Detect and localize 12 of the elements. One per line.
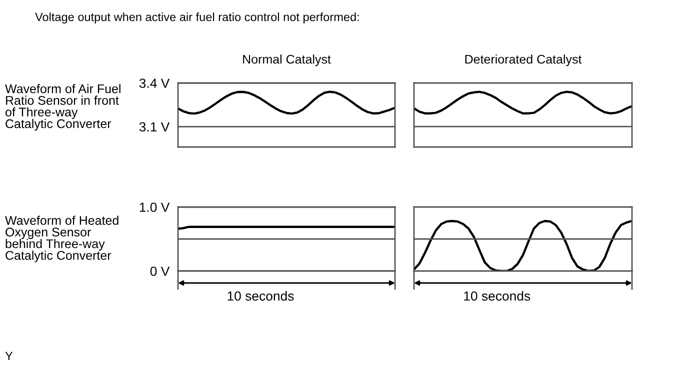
y-axis-title: Waveform of Air Fuel Ratio Sensor in front of Three-way Catalytic Converter [5,84,120,131]
y-tick-label: 3.4 V [139,78,170,88]
y-axis-title: Waveform of Heated Oxygen Sensor behind Three-way Catalytic Converter [5,216,118,262]
chart-title: Normal Catalyst [243,54,331,66]
chart-title: Deteriorated Catalyst [465,54,582,66]
y-tick-label: 3.1 V [139,122,170,132]
y-tick-label: 1.0 V [140,202,170,212]
y-tick-label: 0 V [150,266,170,276]
x-axis-title: 10 seconds [228,291,294,301]
text: Voltage output when active air fuel ratio control not performed: [35,12,359,24]
x-axis-title: 10 seconds [464,291,530,301]
text: Y [5,352,13,360]
